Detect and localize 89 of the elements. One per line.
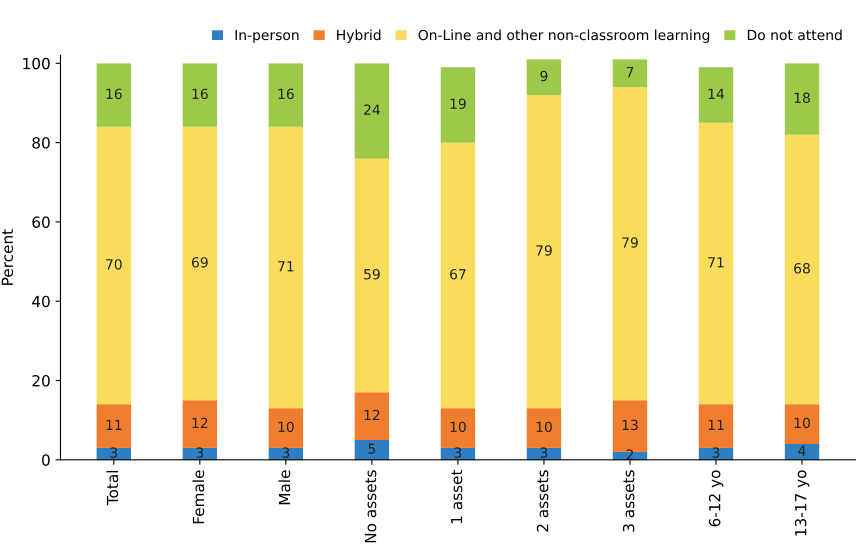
bar <box>784 134 820 404</box>
x-tick-label: 3 assets <box>622 470 634 532</box>
x-tick-label: Male <box>278 470 290 504</box>
bar <box>526 408 562 448</box>
y-tick-label: 100 <box>23 58 50 70</box>
bar <box>268 126 304 408</box>
data-label: 13 <box>622 420 638 430</box>
data-label: 12 <box>192 418 208 428</box>
data-label: 9 <box>540 70 548 82</box>
y-tick-label: 0 <box>42 454 50 466</box>
bar <box>96 448 132 460</box>
bar <box>268 408 304 448</box>
y-tick-label: 40 <box>32 296 50 308</box>
y-tick-label: 80 <box>32 137 50 149</box>
data-label: 18 <box>794 92 810 104</box>
bar <box>698 122 734 404</box>
bar <box>182 63 218 127</box>
data-label: 79 <box>536 245 552 256</box>
x-tick-label: 1 asset <box>450 470 462 524</box>
data-label: 68 <box>794 263 810 274</box>
data-label: 79 <box>622 237 638 248</box>
data-label: 7 <box>626 66 634 78</box>
data-label: 12 <box>364 410 380 420</box>
bar <box>182 448 218 460</box>
bar <box>440 142 476 408</box>
data-label: 3 <box>712 447 720 458</box>
data-label: 3 <box>454 447 462 458</box>
data-label: 5 <box>368 444 376 454</box>
bar <box>698 404 734 448</box>
x-tick-label: Female <box>192 470 204 524</box>
y-axis-title: Percent <box>2 229 14 285</box>
data-label: 10 <box>278 422 294 432</box>
bar <box>268 63 304 127</box>
bar <box>354 158 390 392</box>
bar <box>440 67 476 143</box>
data-label: 69 <box>192 257 208 268</box>
data-label: 71 <box>708 257 724 268</box>
data-label: 11 <box>708 420 724 430</box>
data-label: 3 <box>110 447 118 458</box>
data-label: 24 <box>364 104 380 115</box>
data-label: 67 <box>450 268 466 280</box>
bar <box>612 87 648 400</box>
bar <box>96 404 132 448</box>
bar <box>440 448 476 460</box>
legend-label: On-Line and other non-classroom learning <box>418 29 710 43</box>
bar <box>354 440 390 460</box>
x-tick-label: 2 assets <box>536 470 548 532</box>
bar <box>612 59 648 88</box>
bar <box>784 404 820 444</box>
legend-label: Hybrid <box>337 29 380 43</box>
data-label: 14 <box>708 88 724 99</box>
x-tick-label: 6-12 yo <box>708 470 724 526</box>
bar <box>526 95 562 408</box>
x-tick-label: Total <box>106 470 118 506</box>
bar <box>354 63 390 158</box>
bar <box>96 126 132 404</box>
bar <box>784 63 820 135</box>
data-label: 2 <box>626 449 633 460</box>
data-label: 10 <box>450 422 466 432</box>
data-label: 11 <box>106 420 122 430</box>
bar <box>354 392 390 440</box>
data-label: 3 <box>540 447 548 458</box>
data-label: 59 <box>364 268 380 280</box>
bar <box>526 448 562 460</box>
bar <box>182 126 218 400</box>
data-label: 10 <box>794 418 810 428</box>
data-label: 16 <box>278 88 294 100</box>
bar <box>268 448 304 460</box>
data-label: 71 <box>278 261 294 272</box>
x-tick-label: No assets <box>364 470 376 542</box>
bar <box>784 444 820 460</box>
data-label: 4 <box>798 446 806 456</box>
bar <box>698 67 734 123</box>
bar <box>440 408 476 448</box>
bar <box>182 400 218 448</box>
bar <box>96 63 132 127</box>
legend-label: In-person <box>236 30 298 43</box>
data-label: 19 <box>450 98 466 109</box>
x-tick-label: 13-17 yo <box>794 470 810 536</box>
data-label: 16 <box>106 88 122 100</box>
data-label: 16 <box>192 88 208 100</box>
y-tick-label: 60 <box>32 216 50 228</box>
data-label: 70 <box>106 259 122 270</box>
data-label: 3 <box>196 447 204 458</box>
data-label: 10 <box>536 422 552 432</box>
y-tick-label: 20 <box>32 374 50 387</box>
bar <box>526 59 562 96</box>
data-label: 3 <box>282 447 290 458</box>
legend-label: Do not attend <box>748 29 842 40</box>
